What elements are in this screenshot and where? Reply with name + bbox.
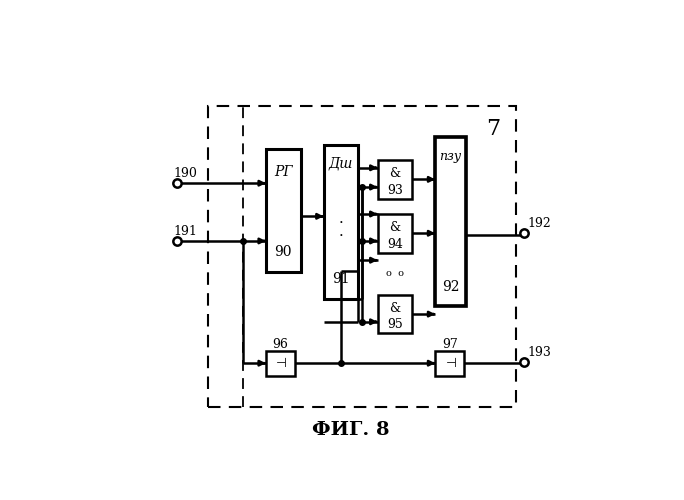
Text: 96: 96 (272, 338, 288, 351)
Text: РГ: РГ (274, 164, 293, 178)
Text: &: & (389, 221, 400, 234)
Bar (324, 144, 358, 298)
Text: 7: 7 (486, 118, 500, 141)
Bar (435, 350, 464, 376)
Text: 91: 91 (332, 272, 350, 286)
Text: 90: 90 (274, 246, 292, 260)
Bar (378, 160, 412, 198)
Text: 193: 193 (527, 346, 551, 359)
Text: 93: 93 (387, 184, 403, 196)
Bar (435, 137, 466, 306)
Bar (378, 214, 412, 252)
Text: $\dashv$: $\dashv$ (273, 356, 287, 370)
Bar (266, 350, 295, 376)
Bar (208, 106, 516, 406)
Text: ·
·: · · (339, 216, 343, 243)
Bar (266, 148, 300, 272)
Text: 192: 192 (527, 217, 551, 230)
Text: &: & (389, 167, 400, 180)
Text: 191: 191 (174, 225, 197, 238)
Text: &: & (389, 302, 400, 315)
Text: o  o: o o (386, 269, 404, 278)
Bar (378, 295, 412, 334)
Text: 95: 95 (387, 318, 403, 332)
Text: пзу: пзу (440, 150, 462, 163)
Text: 92: 92 (442, 280, 460, 294)
Text: ФИГ. 8: ФИГ. 8 (312, 420, 389, 438)
Text: Дш: Дш (329, 157, 353, 171)
Text: 190: 190 (174, 167, 197, 180)
Text: 94: 94 (387, 238, 403, 250)
Text: 97: 97 (442, 338, 458, 351)
Text: $\dashv$: $\dashv$ (443, 356, 457, 370)
